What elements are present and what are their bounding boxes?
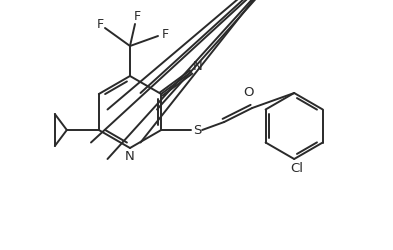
Text: S: S: [193, 124, 201, 136]
Text: N: N: [192, 60, 202, 74]
Text: O: O: [243, 86, 253, 100]
Text: Cl: Cl: [291, 162, 304, 175]
Text: N: N: [125, 150, 135, 162]
Text: F: F: [96, 18, 104, 30]
Text: F: F: [134, 10, 141, 24]
Text: F: F: [162, 28, 169, 40]
